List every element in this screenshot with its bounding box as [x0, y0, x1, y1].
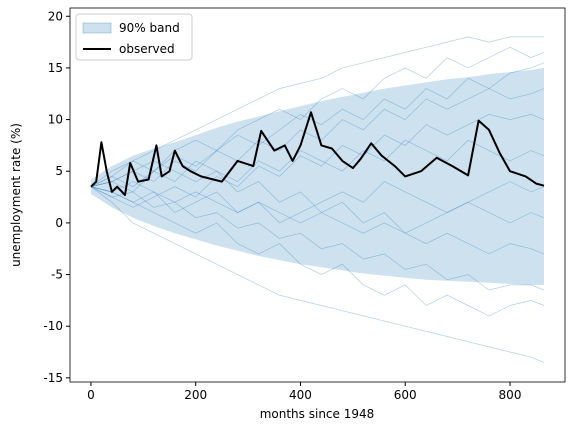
- simulated-path: [90, 186, 545, 317]
- simulated-path: [90, 186, 545, 363]
- simulated-path: [90, 62, 545, 188]
- y-tick-label: -5: [51, 268, 63, 282]
- y-tick-label: 15: [48, 61, 63, 75]
- simulated-path: [90, 160, 545, 234]
- x-tick-label: 800: [499, 388, 522, 402]
- simulated-path: [90, 88, 545, 188]
- y-tick-label: -10: [43, 319, 63, 333]
- y-tick-label: -15: [43, 371, 63, 385]
- simulated-path: [90, 186, 545, 291]
- legend-label: 90% band: [119, 21, 180, 35]
- simulated-path: [90, 114, 545, 208]
- y-axis-label: unemployment rate (%): [9, 123, 23, 267]
- band-area: [91, 67, 544, 285]
- x-tick-label: 400: [289, 388, 312, 402]
- plot-frame: [69, 7, 566, 383]
- x-tick-label: 0: [87, 388, 95, 402]
- simulated-path: [90, 36, 544, 188]
- legend-swatch: [82, 22, 112, 34]
- y-tick-label: 0: [55, 216, 63, 230]
- x-tick-label: 600: [394, 388, 417, 402]
- simulated-path: [90, 181, 545, 255]
- x-axis-label: months since 1948: [260, 407, 375, 421]
- x-tick-label: 200: [184, 388, 207, 402]
- y-tick-label: 10: [48, 113, 63, 127]
- observed-line: [90, 111, 545, 196]
- y-tick-label: 20: [48, 9, 63, 23]
- legend-label: observed: [119, 42, 175, 56]
- simulated-path: [90, 46, 545, 187]
- y-tick-label: 5: [55, 164, 63, 178]
- simulated-path: [90, 181, 545, 224]
